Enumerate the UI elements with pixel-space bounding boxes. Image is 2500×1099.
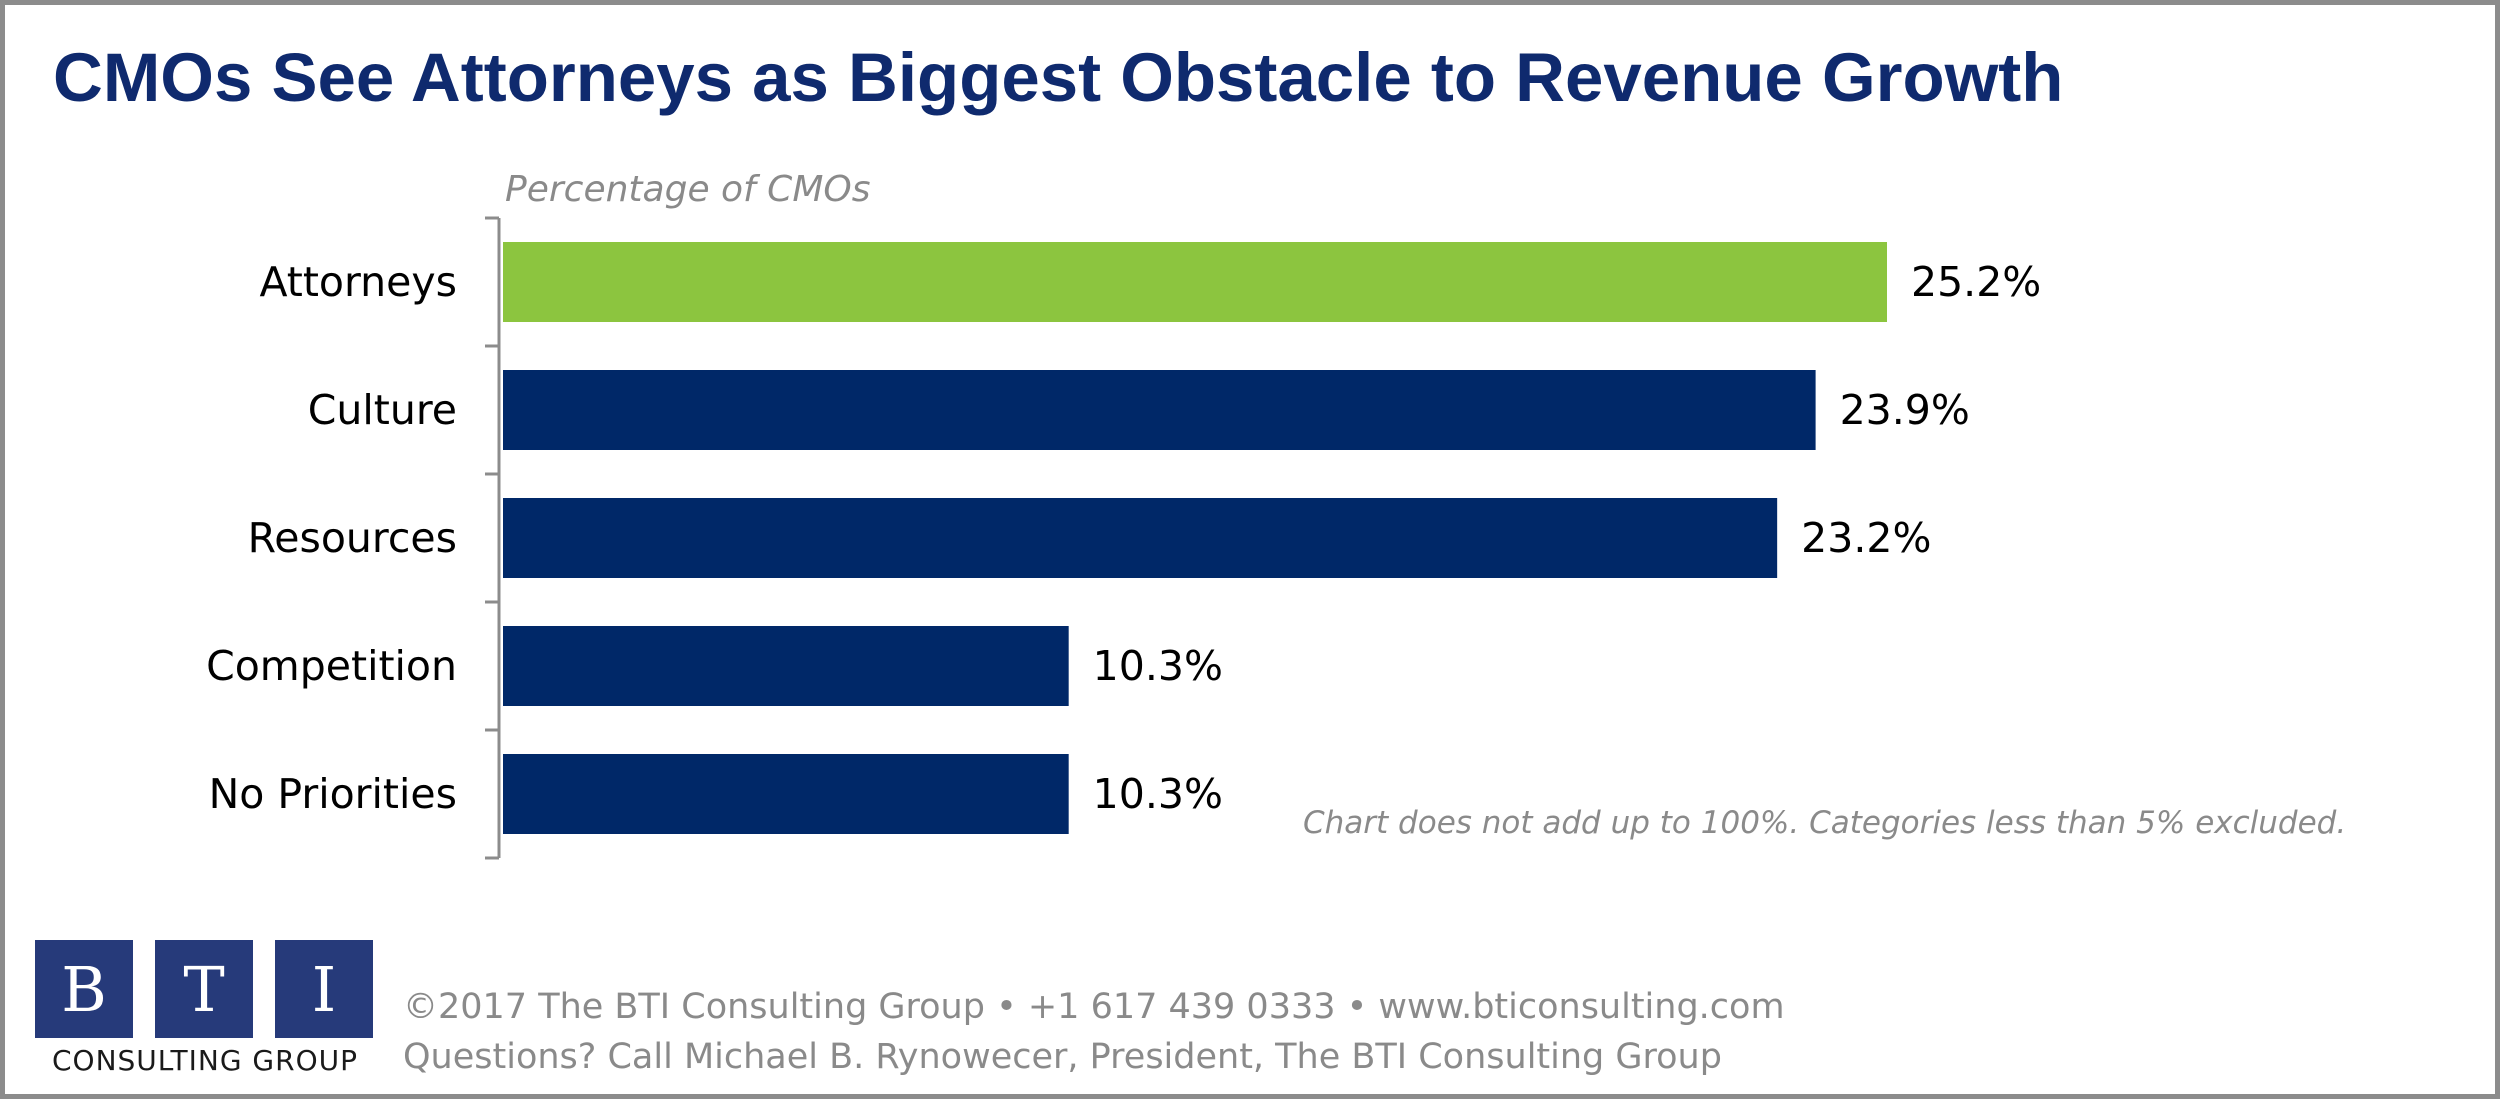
bar-attorneys xyxy=(503,242,1887,322)
chart-footnote: Chart does not add up to 100%. Categorie… xyxy=(1303,805,2347,841)
bar-chart: Percentage of CMOs Attorneys 25.2% Culture 2… xyxy=(206,169,2041,860)
logo-letter-i: I xyxy=(275,940,373,1038)
bar-no-priorities xyxy=(503,754,1069,834)
footer-contact-line: ©2017 The BTI Consulting Group • +1 617 … xyxy=(403,987,1785,1027)
data-label: 10.3% xyxy=(1093,770,1223,818)
bti-logo: B T I CONSULTING GROUP xyxy=(35,940,375,1080)
data-label: 23.9% xyxy=(1840,386,1970,434)
logo-subtitle: CONSULTING GROUP xyxy=(51,1044,359,1077)
bar-culture xyxy=(503,370,1816,450)
logo-letter-b: B xyxy=(35,940,133,1038)
data-label: 25.2% xyxy=(1911,258,2041,306)
bar-competition xyxy=(503,626,1069,706)
category-label: Competition xyxy=(206,642,457,690)
category-label: Resources xyxy=(248,514,457,562)
data-label: 23.2% xyxy=(1801,514,1931,562)
axis-caption: Percentage of CMOs xyxy=(505,169,870,210)
category-label: Attorneys xyxy=(259,258,457,306)
chart-title: CMOs See Attorneys as Biggest Obstacle t… xyxy=(53,39,2064,116)
category-label: No Priorities xyxy=(209,770,457,818)
footer-questions-line: Questions? Call Michael B. Rynowecer, Pr… xyxy=(403,1037,1722,1077)
logo-letter-t: T xyxy=(155,940,253,1038)
category-label: Culture xyxy=(308,386,457,434)
bar-resources xyxy=(503,498,1778,578)
data-label: 10.3% xyxy=(1093,642,1223,690)
